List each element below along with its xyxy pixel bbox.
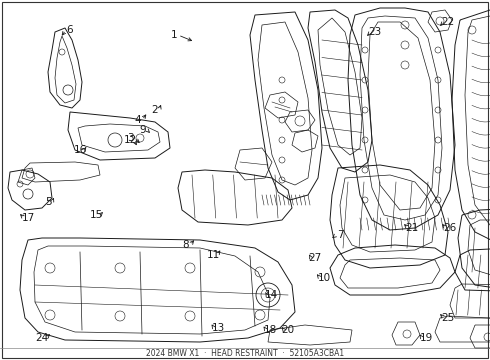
Text: 25: 25 xyxy=(441,313,455,323)
Text: 2024 BMW X1  ·  HEAD RESTRAINT  ·  52105A3CBA1: 2024 BMW X1 · HEAD RESTRAINT · 52105A3CB… xyxy=(146,350,344,359)
Text: 19: 19 xyxy=(419,333,433,343)
Text: 6: 6 xyxy=(67,25,74,35)
Text: 20: 20 xyxy=(281,325,294,335)
Text: 8: 8 xyxy=(183,240,189,250)
Text: 15: 15 xyxy=(89,210,102,220)
Text: 12: 12 xyxy=(123,135,137,145)
Text: 1: 1 xyxy=(171,30,177,40)
Text: 26: 26 xyxy=(443,223,457,233)
Text: 7: 7 xyxy=(337,230,343,240)
Text: 11: 11 xyxy=(206,250,220,260)
Text: 23: 23 xyxy=(368,27,382,37)
Text: 22: 22 xyxy=(441,17,455,27)
Text: 14: 14 xyxy=(265,290,278,300)
Text: 13: 13 xyxy=(211,323,224,333)
Text: 16: 16 xyxy=(74,145,87,155)
Text: 18: 18 xyxy=(264,325,277,335)
Text: 3: 3 xyxy=(127,133,133,143)
Text: 10: 10 xyxy=(318,273,331,283)
Text: 4: 4 xyxy=(135,115,141,125)
Text: 2: 2 xyxy=(152,105,158,115)
Text: 21: 21 xyxy=(405,223,418,233)
Text: 27: 27 xyxy=(308,253,321,263)
Text: 9: 9 xyxy=(140,125,147,135)
Text: 24: 24 xyxy=(35,333,49,343)
Text: 17: 17 xyxy=(22,213,35,223)
Text: 5: 5 xyxy=(45,197,51,207)
